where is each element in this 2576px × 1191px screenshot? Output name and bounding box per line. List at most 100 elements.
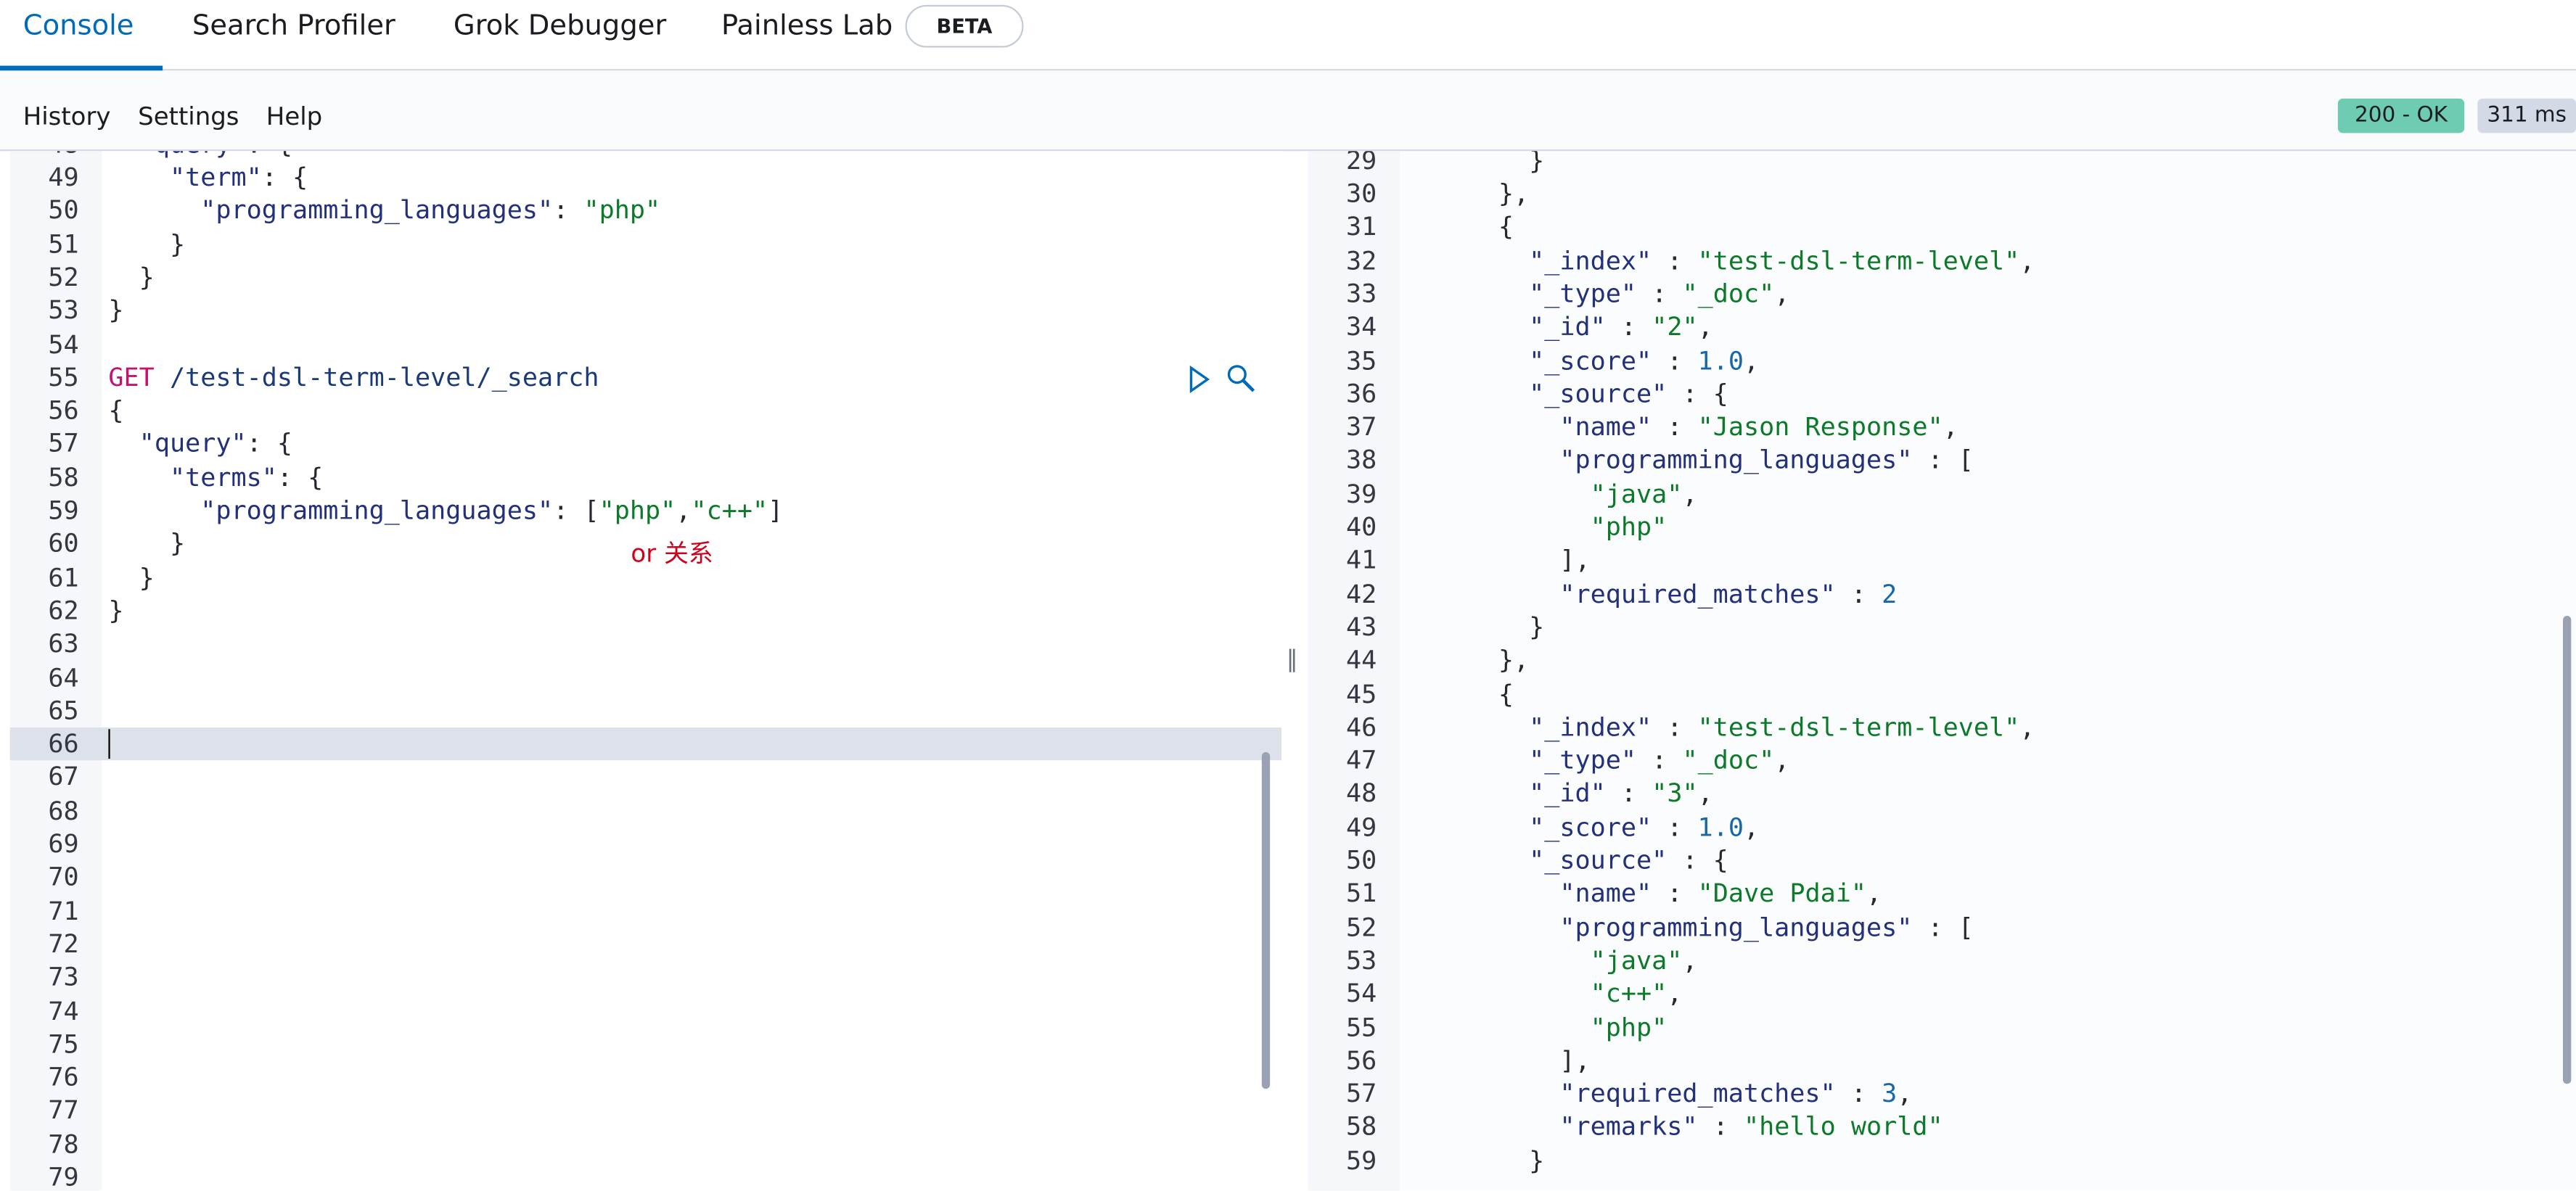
code-line: 37 "name" : "Jason Response",	[1308, 411, 2576, 444]
code-text: "query": {	[108, 428, 292, 461]
line-number: 78	[10, 1128, 79, 1161]
code-text: {	[1406, 677, 1514, 711]
line-number: 76	[10, 1061, 79, 1095]
tab[interactable]: Grok Debugger	[454, 10, 666, 43]
response-lines: 29 }30 },31 {32 "_index" : "test-dsl-ter…	[1308, 151, 2576, 1177]
code-line: 55 "php"	[1308, 1011, 2576, 1044]
line-number: 62	[10, 595, 79, 628]
code-text: GET /test-dsl-term-level/_search	[108, 361, 599, 395]
annotation: or 关系	[631, 535, 713, 570]
beta-badge: BETA	[906, 5, 1024, 48]
code-line: 66	[10, 728, 1281, 761]
code-line: 38 "programming_languages" : [	[1308, 444, 2576, 477]
line-number: 29	[1308, 151, 1377, 177]
code-text: "_score" : 1.0,	[1406, 345, 1759, 378]
code-line: 51 }	[10, 228, 1281, 261]
code-text: "required_matches" : 3,	[1406, 1078, 1912, 1111]
code-line: 35 "_score" : 1.0,	[1308, 345, 2576, 378]
code-line: 65	[10, 694, 1281, 728]
code-line: 34 "_id" : "2",	[1308, 311, 2576, 345]
code-text: "_index" : "test-dsl-term-level",	[1406, 711, 2035, 744]
line-number: 46	[1308, 711, 1377, 744]
tab[interactable]: Search Profiler	[192, 10, 395, 43]
code-line: 33 "_type" : "_doc",	[1308, 278, 2576, 311]
line-number: 75	[10, 1028, 79, 1061]
code-line: 32 "_index" : "test-dsl-term-level",	[1308, 244, 2576, 278]
code-text: }	[108, 561, 154, 595]
line-number: 55	[1308, 1011, 1377, 1044]
code-line: 36 "_source" : {	[1308, 377, 2576, 411]
scrollbar[interactable]	[2563, 616, 2571, 1084]
code-text: "_source" : {	[1406, 844, 1728, 878]
line-number: 56	[1308, 1044, 1377, 1078]
code-line: 41 ],	[1308, 544, 2576, 577]
code-text: "programming_languages": ["php","c++"]	[108, 495, 783, 528]
menu-item[interactable]: Help	[266, 102, 322, 131]
line-number: 57	[1308, 1078, 1377, 1111]
line-number: 41	[1308, 544, 1377, 577]
code-line: 55GET /test-dsl-term-level/_search	[10, 361, 1281, 395]
line-number: 67	[10, 761, 79, 794]
code-text: "c++",	[1406, 978, 1682, 1011]
line-number: 45	[1308, 677, 1377, 711]
code-line: 47 "_type" : "_doc",	[1308, 744, 2576, 778]
code-text: }	[1406, 151, 1544, 177]
line-number: 48	[1308, 778, 1377, 811]
tab[interactable]: Painless Lab	[721, 10, 893, 43]
line-number: 77	[10, 1095, 79, 1128]
menu-item[interactable]: Settings	[138, 102, 239, 131]
line-number: 58	[1308, 1110, 1377, 1144]
code-text: "required_matches" : 2	[1406, 577, 1897, 611]
code-text: }	[108, 528, 185, 561]
code-text: "_index" : "test-dsl-term-level",	[1406, 244, 2035, 278]
code-text: }	[1406, 1144, 1544, 1177]
line-number: 32	[1308, 244, 1377, 278]
line-number: 42	[1308, 577, 1377, 611]
line-number: 40	[1308, 511, 1377, 544]
action-icons[interactable]	[1186, 361, 1259, 397]
code-line: 64	[10, 661, 1281, 694]
response: 29 }30 },31 {32 "_index" : "test-dsl-ter…	[1308, 151, 2576, 1190]
code-line: 48 "_id" : "3",	[1308, 778, 2576, 811]
code-text: "_id" : "3",	[1406, 778, 1713, 811]
code-line: 49 "_score" : 1.0,	[1308, 811, 2576, 844]
code-line: 70	[10, 861, 1281, 894]
line-number: 68	[10, 794, 79, 828]
code-line: 46 "_index" : "test-dsl-term-level",	[1308, 711, 2576, 744]
code-line: 79	[10, 1161, 1281, 1191]
resizer[interactable]: ‖	[1287, 647, 1298, 673]
editor-lines: 48 "query": {49 "term": {50 "programming…	[10, 151, 1281, 1190]
code-line: 53 "java",	[1308, 944, 2576, 978]
line-number: 31	[1308, 211, 1377, 244]
code-line: 62}	[10, 595, 1281, 628]
code-line: 71	[10, 894, 1281, 928]
line-number: 50	[10, 194, 79, 228]
code-text: ],	[1406, 544, 1591, 577]
code-line: 56 ],	[1308, 1044, 2576, 1078]
scrollbar[interactable]	[1262, 752, 1270, 1089]
code-text: "_type" : "_doc",	[1406, 744, 1789, 778]
code-text: {	[108, 395, 123, 428]
code-text: "programming_languages": "php"	[108, 194, 660, 228]
code-line: 54	[10, 328, 1281, 361]
code-text: },	[1406, 644, 1529, 677]
code-line: 40 "php"	[1308, 511, 2576, 544]
code-text: ],	[1406, 1044, 1591, 1078]
code-line: 58 "remarks" : "hello world"	[1308, 1110, 2576, 1144]
code-line: 74	[10, 994, 1281, 1028]
code-text: }	[108, 228, 185, 261]
line-number: 60	[10, 528, 79, 561]
menu-item[interactable]: History	[23, 102, 111, 131]
code-line: 56{	[10, 395, 1281, 428]
tab[interactable]: Console	[23, 10, 134, 43]
editor[interactable]: 48 "query": {49 "term": {50 "programming…	[10, 151, 1281, 1190]
code-line: 58 "terms": {	[10, 461, 1281, 495]
toolbar: History Settings Help 200 - OK 311 ms	[0, 70, 2576, 151]
line-number: 49	[10, 161, 79, 194]
code-text: "php"	[1406, 511, 1667, 544]
code-line: 78	[10, 1128, 1281, 1161]
code-line: 44 },	[1308, 644, 2576, 677]
line-number: 53	[1308, 944, 1377, 978]
code-text: "query": {	[108, 151, 292, 161]
